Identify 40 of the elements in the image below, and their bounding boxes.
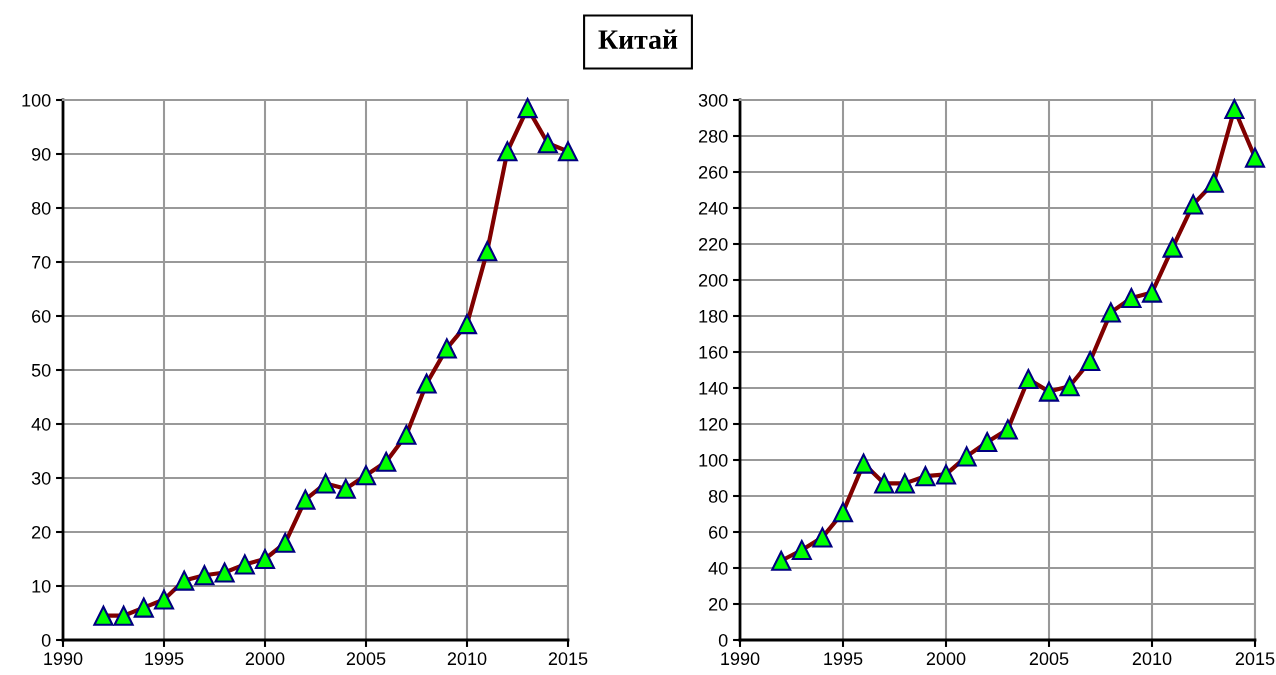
y-tick-label: 20: [32, 525, 51, 539]
x-tick-label: 2000: [245, 652, 285, 666]
x-tick-label: 1990: [44, 652, 83, 666]
y-tick-label: 90: [31, 147, 51, 161]
y-tick-label: 10: [32, 579, 51, 593]
y-tick-label: 160: [699, 345, 728, 359]
y-tick-label: 240: [698, 201, 728, 215]
y-tick-label: 100: [22, 93, 51, 107]
y-tick-label: 280: [698, 129, 728, 143]
y-tick-label: 40: [708, 561, 728, 575]
y-tick-label: 30: [31, 471, 51, 485]
x-tick-label: 1995: [824, 652, 863, 666]
y-tick-label: 120: [699, 417, 728, 431]
y-tick-label: 50: [31, 363, 51, 377]
y-tick-label: 220: [698, 237, 728, 251]
y-tick-label: 100: [699, 453, 728, 467]
x-tick-label: 2015: [1235, 652, 1275, 666]
x-tick-label: 2015: [548, 652, 588, 666]
x-tick-label: 2010: [447, 652, 487, 666]
y-tick-label: 80: [708, 489, 728, 503]
y-tick-label: 80: [31, 201, 51, 215]
y-tick-label: 40: [31, 417, 51, 431]
y-tick-label: 20: [709, 597, 728, 611]
x-tick-label: 2005: [346, 652, 386, 666]
y-tick-label: 60: [32, 309, 51, 323]
y-tick-label: 200: [698, 273, 728, 287]
x-tick-label: 2000: [926, 652, 966, 666]
y-tick-label: 300: [698, 93, 728, 107]
y-tick-label: 140: [699, 381, 728, 395]
y-tick-label: 60: [709, 525, 728, 539]
x-tick-label: 2005: [1029, 652, 1069, 666]
x-tick-label: 1990: [721, 652, 760, 666]
y-tick-label: 0: [41, 633, 51, 647]
x-tick-label: 1995: [145, 652, 184, 666]
x-tick-label: 2010: [1132, 652, 1172, 666]
y-tick-label: 260: [698, 165, 728, 179]
text: Китай: [598, 29, 678, 49]
y-tick-label: 180: [699, 309, 728, 323]
y-tick-label: 0: [718, 633, 728, 647]
y-tick-label: 70: [32, 255, 51, 269]
